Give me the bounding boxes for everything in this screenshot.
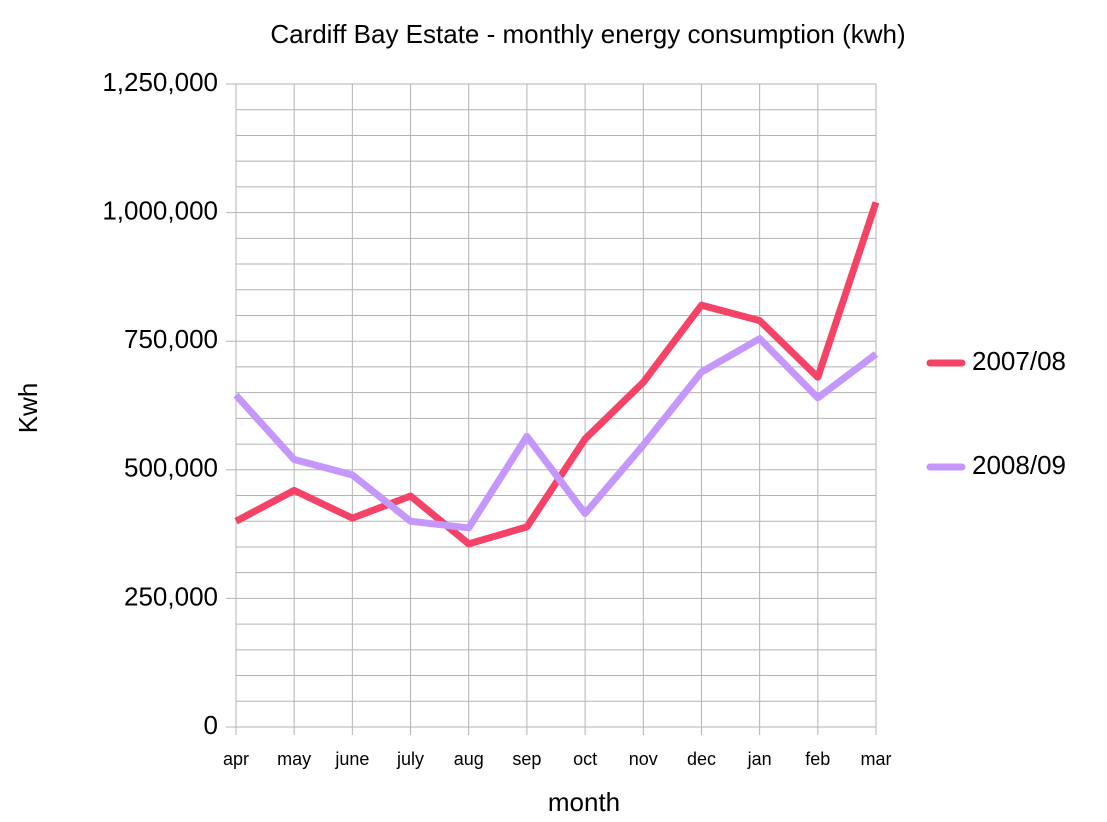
x-tick-label: july (396, 749, 424, 769)
x-tick-label: apr (223, 749, 249, 769)
x-tick-label: oct (573, 749, 597, 769)
legend-label: 2007/08 (972, 346, 1066, 376)
y-axis-label: Kwh (13, 383, 43, 434)
y-tick-label: 1,000,000 (102, 195, 218, 225)
x-tick-label: may (277, 749, 311, 769)
y-tick-label: 750,000 (124, 324, 218, 354)
y-tick-label: 500,000 (124, 453, 218, 483)
x-tick-label: feb (805, 749, 830, 769)
x-tick-label: dec (687, 749, 716, 769)
x-tick-label: sep (512, 749, 541, 769)
x-axis-label: month (548, 787, 620, 817)
x-tick-label: jan (747, 749, 772, 769)
series-line (234, 201, 880, 548)
legend-label: 2008/09 (972, 450, 1066, 480)
y-tick-label: 0 (204, 710, 218, 740)
chart-title: Cardiff Bay Estate - monthly energy cons… (270, 19, 905, 49)
x-tick-label: june (334, 749, 369, 769)
x-tick-label: mar (861, 749, 892, 769)
x-tick-label: nov (629, 749, 658, 769)
y-tick-label: 1,250,000 (102, 67, 218, 97)
series-line (233, 335, 879, 532)
x-tick-label: aug (454, 749, 484, 769)
y-tick-label: 250,000 (124, 581, 218, 611)
